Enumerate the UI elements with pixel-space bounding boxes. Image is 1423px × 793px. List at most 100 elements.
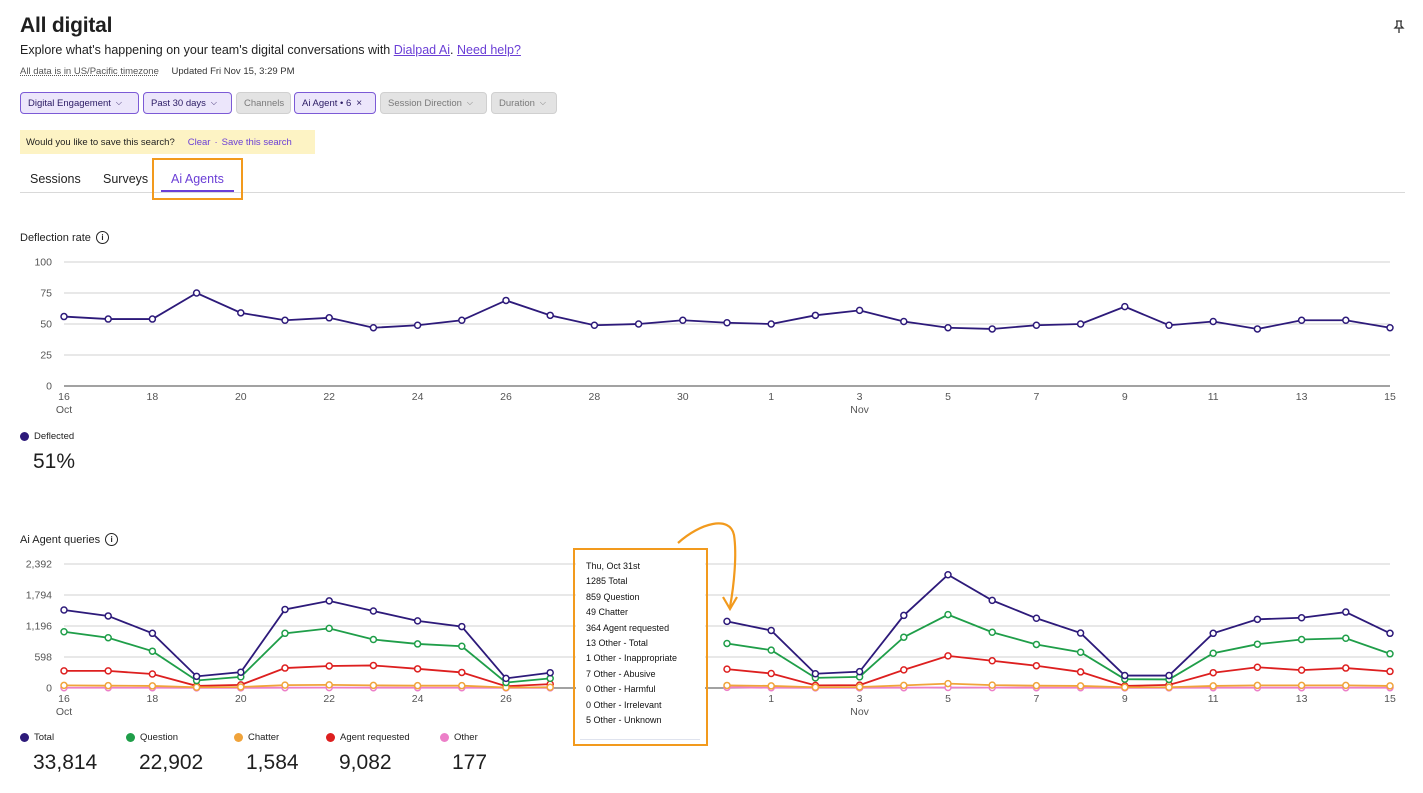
filter-duration[interactable]: Duration ⌵ xyxy=(491,92,557,114)
data-point xyxy=(60,312,68,321)
chatter-count: 1,584 xyxy=(246,751,299,774)
data-point xyxy=(900,681,908,690)
filter-label: Digital Engagement xyxy=(28,97,111,109)
data-point xyxy=(104,633,112,642)
data-point xyxy=(1342,634,1350,642)
data-point xyxy=(281,664,289,672)
data-point xyxy=(237,668,245,676)
y-tick-label: 598 xyxy=(34,652,52,664)
data-point xyxy=(148,315,157,323)
data-point xyxy=(148,682,157,690)
data-point xyxy=(723,639,731,648)
data-point xyxy=(458,668,466,677)
subtitle-text: Explore what's happening on your team's … xyxy=(20,43,394,57)
x-tick-label: 20 xyxy=(235,391,247,403)
tooltip-line: 1 Other - Inappropriate xyxy=(586,653,678,664)
tooltip-line: 5 Other - Unknown xyxy=(586,715,662,726)
filter-channels[interactable]: Channels xyxy=(236,92,291,114)
filter-label: Duration xyxy=(499,97,535,109)
x-tick-label: 11 xyxy=(1208,693,1219,705)
data-point xyxy=(1032,640,1041,649)
data-point xyxy=(369,661,378,670)
data-point xyxy=(1165,671,1173,680)
timezone-note[interactable]: All data is in US/Pacific timezone xyxy=(20,66,159,77)
legend-dot xyxy=(234,733,243,742)
data-point xyxy=(104,315,112,323)
y-tick-label: 1,794 xyxy=(26,590,52,602)
data-point xyxy=(944,570,952,579)
clear-search-link[interactable]: Clear xyxy=(187,136,211,148)
close-icon[interactable]: × xyxy=(356,97,363,109)
x-tick-label: 28 xyxy=(589,391,601,403)
tab-ai-agents[interactable]: Ai Agents xyxy=(171,172,224,186)
x-tick-label: 24 xyxy=(412,391,424,403)
dialpad-ai-link[interactable]: Dialpad Ai xyxy=(393,43,451,57)
tooltip-line: 49 Chatter xyxy=(586,607,629,618)
data-point xyxy=(988,596,996,605)
data-point xyxy=(1342,316,1350,325)
data-point xyxy=(1297,614,1306,622)
legend-dot xyxy=(20,733,29,742)
data-point xyxy=(104,681,112,690)
y-tick-label: 1,196 xyxy=(26,621,52,633)
data-point xyxy=(237,683,245,691)
data-point xyxy=(1386,323,1394,332)
data-point xyxy=(104,612,112,620)
legend-dot xyxy=(20,432,29,441)
info-icon[interactable]: i xyxy=(95,231,109,244)
series-line-total xyxy=(63,599,551,680)
data-point xyxy=(1386,650,1394,658)
data-point xyxy=(1209,668,1217,677)
data-point xyxy=(458,316,466,325)
legend-chatter: Chatter xyxy=(234,732,279,743)
filter-session-direction[interactable]: Session Direction ⌵ xyxy=(380,92,487,114)
tab-surveys[interactable]: Surveys xyxy=(103,172,149,186)
tab-sessions[interactable]: Sessions xyxy=(30,172,81,186)
data-point xyxy=(944,679,952,688)
data-point xyxy=(192,289,201,297)
data-point xyxy=(1076,629,1085,637)
filter-digital-engagement[interactable]: Digital Engagement ⌵ xyxy=(20,92,139,114)
data-point xyxy=(325,624,333,633)
x-tick-label: 11 xyxy=(1208,391,1219,403)
filter-ai-agent[interactable]: Ai Agent • 6 × xyxy=(294,92,376,114)
series-line-total xyxy=(726,573,1391,677)
series-line-agent-requested xyxy=(726,654,1391,687)
x-tick-label: 13 xyxy=(1296,693,1308,705)
data-point xyxy=(369,681,378,690)
pin-icon[interactable] xyxy=(1393,20,1405,34)
data-point xyxy=(60,681,68,690)
legend-dot xyxy=(126,733,135,742)
tooltip-divider xyxy=(580,739,700,740)
data-point xyxy=(855,306,864,315)
data-point xyxy=(1165,683,1173,691)
data-point xyxy=(60,606,68,614)
data-point xyxy=(369,323,378,332)
deflection-title: Deflection rate i xyxy=(20,231,109,244)
legend-total: Total xyxy=(20,732,54,743)
page-subtitle: Explore what's happening on your team's … xyxy=(20,43,521,57)
series-line-agent-requested xyxy=(64,664,551,688)
save-search-link[interactable]: Save this search xyxy=(221,136,292,148)
data-point xyxy=(192,672,201,681)
info-icon[interactable]: i xyxy=(105,533,119,546)
data-point xyxy=(148,629,157,638)
data-point xyxy=(325,597,333,605)
x-tick-label: 26 xyxy=(500,391,512,403)
filter-date-range[interactable]: Past 30 days ⌵ xyxy=(143,92,232,114)
x-month-label: Oct xyxy=(56,706,72,718)
data-point xyxy=(1076,668,1085,676)
question-count: 22,902 xyxy=(139,751,204,774)
data-point xyxy=(723,665,731,673)
data-point xyxy=(944,652,952,660)
chevron-down-icon: ⌵ xyxy=(210,98,217,107)
need-help-link[interactable]: Need help? xyxy=(456,43,521,57)
data-point xyxy=(458,681,466,690)
tab-selected-indicator xyxy=(161,190,234,192)
data-point xyxy=(60,628,68,636)
tabs-divider xyxy=(20,192,1405,193)
deflection-title-text: Deflection rate xyxy=(20,231,91,244)
data-point xyxy=(1121,671,1129,680)
x-month-label: Oct xyxy=(56,404,72,416)
